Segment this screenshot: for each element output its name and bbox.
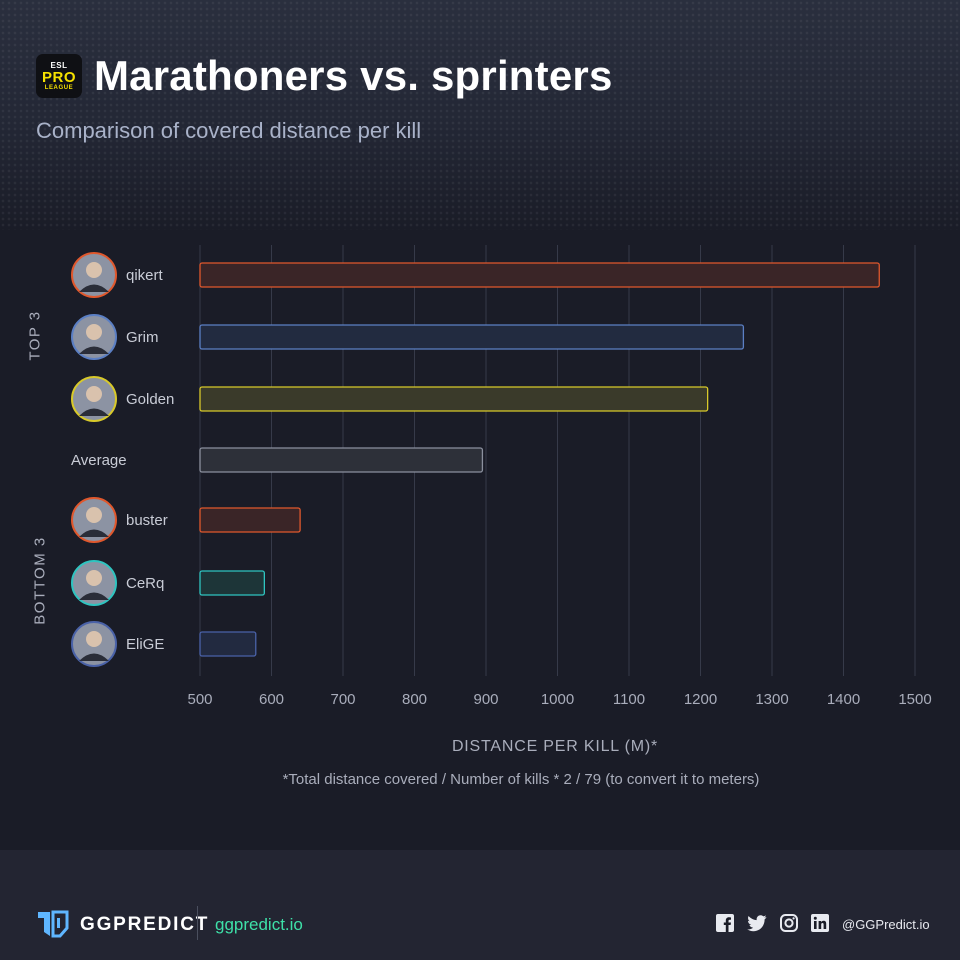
footer-background [0, 850, 960, 960]
bar-cerq [199, 570, 265, 596]
bar-buster [199, 507, 301, 533]
avatar-grim [71, 314, 117, 360]
category-label-buster: buster [126, 512, 168, 529]
instagram-icon[interactable] [780, 914, 798, 932]
category-label-elige: EliGE [126, 636, 164, 653]
twitter-icon[interactable] [747, 914, 767, 932]
x-tick-label: 1000 [541, 691, 574, 708]
x-tick-label: 900 [473, 691, 498, 708]
avatar-golden [71, 376, 117, 422]
avatar-elige [71, 621, 117, 667]
category-label-qikert: qikert [126, 267, 164, 284]
x-tick-label: 1300 [755, 691, 788, 708]
x-tick-label: 1100 [613, 691, 645, 708]
esl-pro-league-logo: ESL PRO LEAGUE [36, 54, 82, 98]
bar-qikert [199, 262, 880, 288]
logo-text-league: LEAGUE [44, 84, 74, 91]
avatar-cerq [71, 560, 117, 606]
x-tick-label: 1500 [898, 691, 931, 708]
linkedin-icon[interactable] [811, 914, 829, 932]
logo-text-pro: PRO [41, 68, 76, 86]
x-tick-label: 1200 [684, 691, 717, 708]
category-label-cerq: CeRq [126, 575, 164, 592]
footer: GGPREDICT ggpredict.io @GGPredict.io [0, 900, 960, 948]
website-link[interactable]: ggpredict.io [215, 915, 303, 934]
category-label-average: Average [71, 452, 127, 469]
x-tick-label: 800 [402, 691, 427, 708]
facebook-icon[interactable] [716, 914, 734, 932]
avatar-buster [71, 497, 117, 543]
x-tick-label: 500 [187, 691, 212, 708]
footer-divider [197, 906, 198, 940]
bar-grim [199, 324, 745, 350]
x-tick-label: 700 [330, 691, 355, 708]
bar-elige [199, 631, 257, 657]
x-tick-label: 600 [259, 691, 284, 708]
bar-average [199, 447, 484, 473]
brand-name: GGPREDICT [80, 914, 210, 935]
x-tick-label: 1400 [827, 691, 860, 708]
footnote: *Total distance covered / Number of kill… [282, 771, 760, 788]
category-label-golden: Golden [126, 391, 174, 408]
x-axis-label: DISTANCE PER KILL (M)* [451, 738, 659, 755]
social-handle: @GGPredict.io [842, 917, 930, 932]
page-subtitle: Comparison of covered distance per kill [36, 118, 422, 143]
logo-text-esl: ESL [50, 60, 68, 70]
bar-golden [199, 386, 709, 412]
category-label-grim: Grim [126, 329, 159, 346]
bar-chart: 500 600 700 800 900 1000 1100 1200 1300 1400 1500 q… [71, 245, 932, 708]
ggpredict-logo-icon [38, 910, 69, 938]
header-background [0, 0, 960, 230]
social-links [716, 914, 829, 932]
page-title: Marathoners vs. sprinters [94, 52, 613, 99]
avatar-qikert [71, 252, 117, 298]
